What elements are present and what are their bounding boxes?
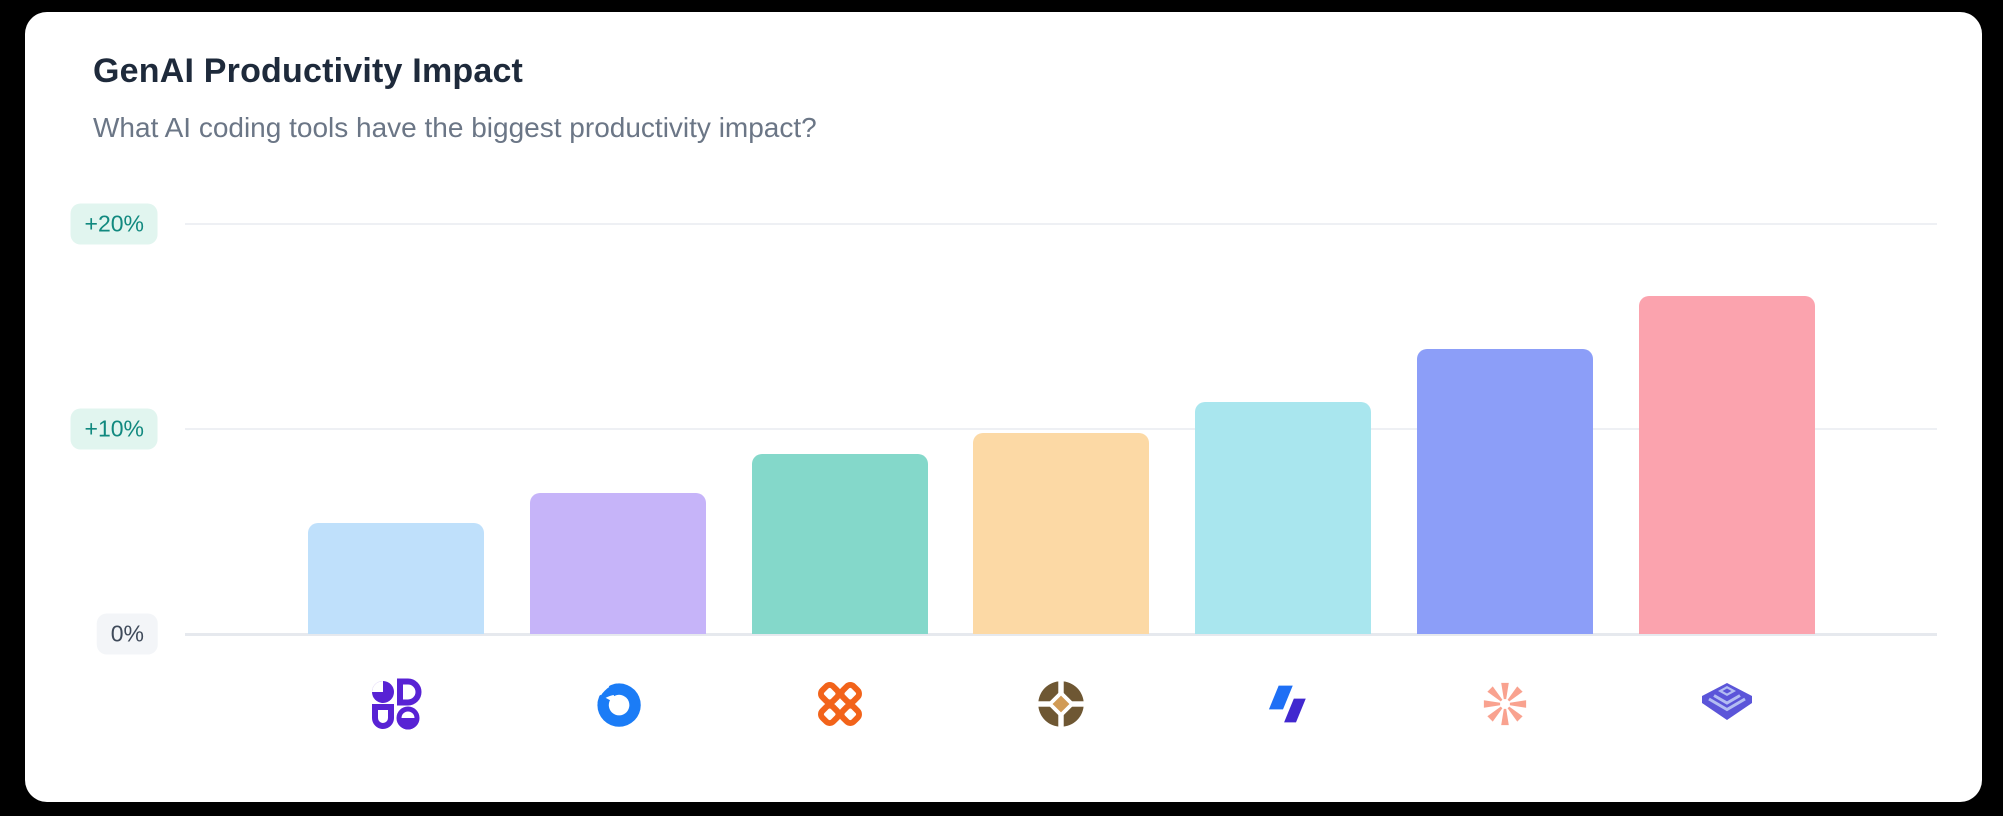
coral-asterisk-logo	[1477, 676, 1533, 732]
bar-orange-clover-logo	[752, 453, 928, 634]
bar-coral-asterisk-logo	[1417, 349, 1593, 634]
page-subtitle: What AI coding tools have the biggest pr…	[93, 112, 817, 143]
brown-quartered-coin-logo	[1033, 676, 1089, 732]
gridline-0%	[185, 633, 1937, 636]
bar-brown-quartered-coin-logo	[973, 433, 1149, 634]
gridline-+20%	[185, 223, 1937, 225]
bar-blue-notched-ring-logo	[530, 492, 706, 634]
indigo-layered-pyramid-logo	[1699, 676, 1755, 732]
y-tick-+10%: +10%	[70, 408, 158, 450]
purple-petals-logo	[368, 676, 424, 732]
bar-indigo-layered-pyramid-logo	[1639, 295, 1815, 634]
page-title: GenAI Productivity Impact	[93, 52, 524, 90]
orange-clover-logo	[812, 676, 868, 732]
y-tick-0%: 0%	[96, 613, 158, 655]
gridline-+10%	[185, 428, 1937, 430]
bar-purple-petals-logo	[308, 523, 484, 634]
blue-notched-ring-logo	[590, 676, 646, 732]
bar-blue-parallelograms-logo	[1195, 402, 1371, 634]
blue-parallelograms-logo	[1255, 676, 1311, 732]
y-tick-+20%: +20%	[70, 203, 158, 245]
